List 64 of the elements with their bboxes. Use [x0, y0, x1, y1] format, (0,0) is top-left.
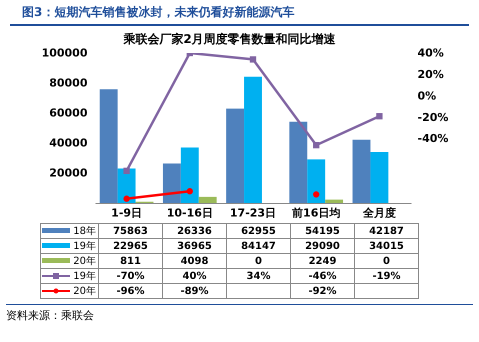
y-tick-label: 60000 — [49, 106, 88, 120]
point — [123, 196, 130, 202]
point — [313, 191, 320, 198]
y2-tick-label: 40% — [418, 46, 444, 60]
point — [123, 168, 130, 174]
data-label: 34015 — [354, 238, 418, 254]
data-label: -70% — [98, 268, 162, 284]
data-label: 40% — [162, 268, 226, 284]
data-label: 42187 — [354, 224, 418, 238]
y-tick-label: 100000 — [42, 46, 88, 60]
bar — [162, 163, 181, 203]
x-tick-label: 17-23日 — [230, 206, 276, 220]
y2-tick-label: -20% — [418, 110, 448, 124]
x-tick-label: 前16日均 — [291, 206, 340, 220]
data-label: 84147 — [226, 238, 290, 254]
data-label: 0 — [354, 254, 418, 268]
data-label: 2249 — [290, 254, 354, 268]
data-label: 29090 — [290, 238, 354, 254]
bar — [226, 108, 244, 203]
point — [250, 56, 256, 63]
data-label: 22965 — [98, 238, 162, 254]
data-label: -96% — [98, 284, 162, 298]
bar — [289, 122, 308, 203]
point — [313, 142, 320, 148]
y-tick-label: 40000 — [49, 136, 88, 150]
data-label: 36965 — [162, 238, 226, 254]
data-label: -46% — [290, 268, 354, 284]
point — [376, 113, 383, 120]
data-label: 0 — [226, 254, 290, 268]
bar — [180, 148, 199, 203]
x-tick-label: 1-9日 — [111, 206, 142, 220]
legend-label: 18年 — [40, 224, 98, 238]
chart-title: 图3：短期汽车销售被冰封，未来仍看好新能源汽车 — [10, 0, 469, 26]
y-tick-label: 80000 — [49, 76, 88, 90]
legend-label: 20年 — [40, 284, 98, 298]
data-label: -19% — [354, 268, 418, 284]
chart-subtitle: 乘联会厂家2月周度零售数量和同比增速 — [122, 31, 337, 47]
bar — [352, 140, 370, 203]
data-label: -89% — [162, 284, 226, 298]
y-tick-label: 20000 — [49, 166, 88, 180]
legend-label: 19年 — [40, 268, 98, 284]
x-tick-label: 全月度 — [362, 206, 396, 220]
legend-label: 20年 — [40, 254, 98, 268]
data-label: 26336 — [162, 224, 226, 238]
bar — [198, 196, 217, 203]
data-label: 811 — [98, 254, 162, 268]
y2-tick-label: 0% — [418, 89, 436, 102]
point — [186, 188, 193, 194]
data-label: 62955 — [226, 224, 290, 238]
bar — [307, 159, 326, 203]
legend-label: 19年 — [40, 238, 98, 254]
data-label: 34% — [226, 268, 290, 284]
bar — [325, 200, 344, 203]
data-label: -92% — [290, 284, 354, 298]
bar — [370, 152, 388, 203]
data-label: 4098 — [162, 254, 226, 268]
y2-tick-label: -40% — [418, 132, 448, 146]
bar — [100, 89, 118, 203]
text: 资料来源：乘联会 — [6, 304, 473, 323]
x-tick-label: 10-16日 — [166, 206, 213, 220]
y2-tick-label: 20% — [418, 68, 444, 81]
bar — [244, 76, 262, 203]
data-label: 54195 — [290, 224, 354, 238]
data-label: 75863 — [98, 224, 162, 238]
